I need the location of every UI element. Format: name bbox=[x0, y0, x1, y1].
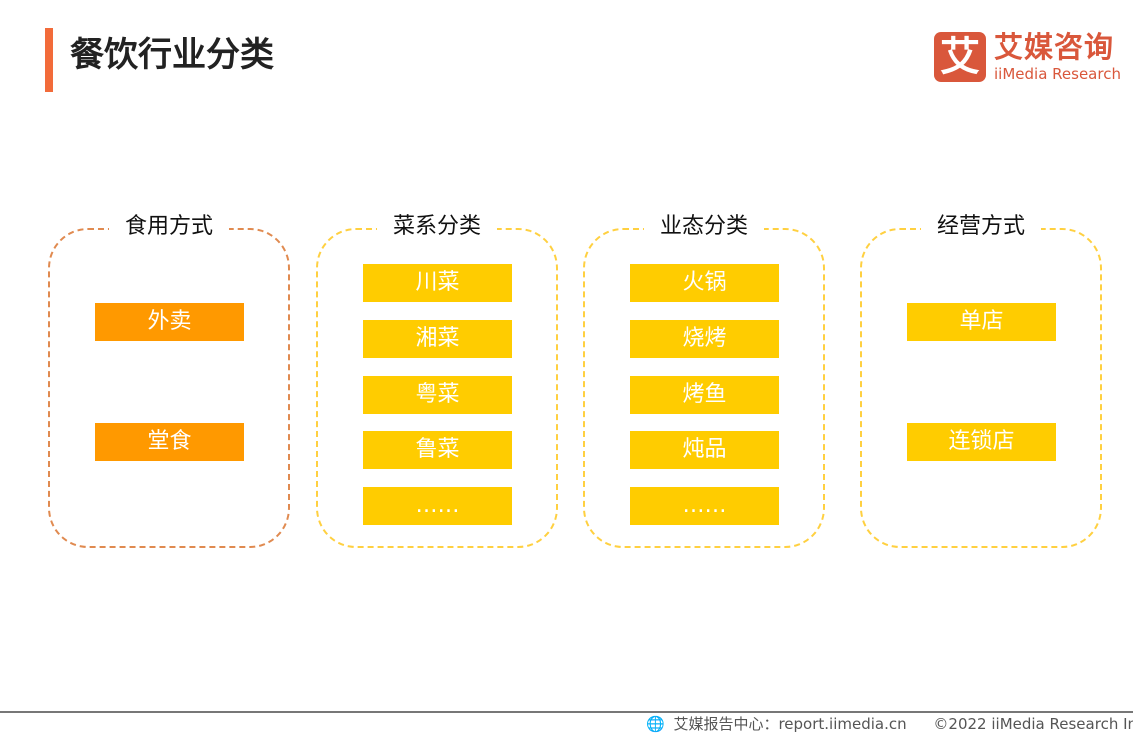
category-item: 炖品 bbox=[630, 431, 779, 469]
category-item: 堂食 bbox=[95, 423, 244, 461]
category-item: 烤鱼 bbox=[630, 376, 779, 414]
logo-text-en: iiMedia Research bbox=[994, 65, 1121, 83]
group-format: 业态分类 火锅 烧烤 烤鱼 炖品 …… bbox=[583, 212, 825, 548]
category-item: 火锅 bbox=[630, 264, 779, 302]
category-item: …… bbox=[363, 487, 512, 525]
logo: 艾 bbox=[934, 32, 986, 82]
title-accent-bar bbox=[45, 28, 53, 92]
footer-divider bbox=[0, 711, 1133, 713]
page-title: 餐饮行业分类 bbox=[70, 35, 274, 75]
group-title: 食用方式 bbox=[108, 212, 230, 242]
category-item: …… bbox=[630, 487, 779, 525]
category-item: 烧烤 bbox=[630, 320, 779, 358]
category-item: 鲁菜 bbox=[363, 431, 512, 469]
group-dining-method: 食用方式 外卖 堂食 bbox=[48, 212, 290, 548]
category-item: 川菜 bbox=[363, 264, 512, 302]
category-item: 粤菜 bbox=[363, 376, 512, 414]
category-item: 连锁店 bbox=[907, 423, 1056, 461]
category-item: 外卖 bbox=[95, 303, 244, 341]
category-item: 湘菜 bbox=[363, 320, 512, 358]
group-title: 业态分类 bbox=[643, 212, 765, 242]
group-title: 经营方式 bbox=[920, 212, 1042, 242]
footer-copyright: ©2022 iiMedia Research Inc bbox=[933, 715, 1133, 733]
logo-text-cn: 艾媒咨询 bbox=[994, 30, 1115, 64]
footer: 🌐 艾媒报告中心：report.iimedia.cn ©2022 iiMedia… bbox=[646, 714, 1133, 734]
category-item: 单店 bbox=[907, 303, 1056, 341]
group-cuisine: 菜系分类 川菜 湘菜 粤菜 鲁菜 …… bbox=[316, 212, 558, 548]
group-title: 菜系分类 bbox=[376, 212, 498, 242]
footer-source: 艾媒报告中心：report.iimedia.cn bbox=[673, 715, 907, 733]
group-operation: 经营方式 单店 连锁店 bbox=[860, 212, 1102, 548]
globe-icon: 🌐 bbox=[646, 715, 665, 733]
